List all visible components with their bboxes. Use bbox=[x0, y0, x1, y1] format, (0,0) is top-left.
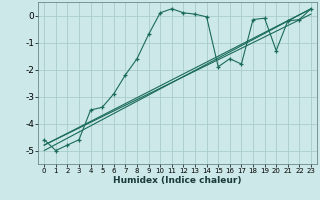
X-axis label: Humidex (Indice chaleur): Humidex (Indice chaleur) bbox=[113, 176, 242, 185]
